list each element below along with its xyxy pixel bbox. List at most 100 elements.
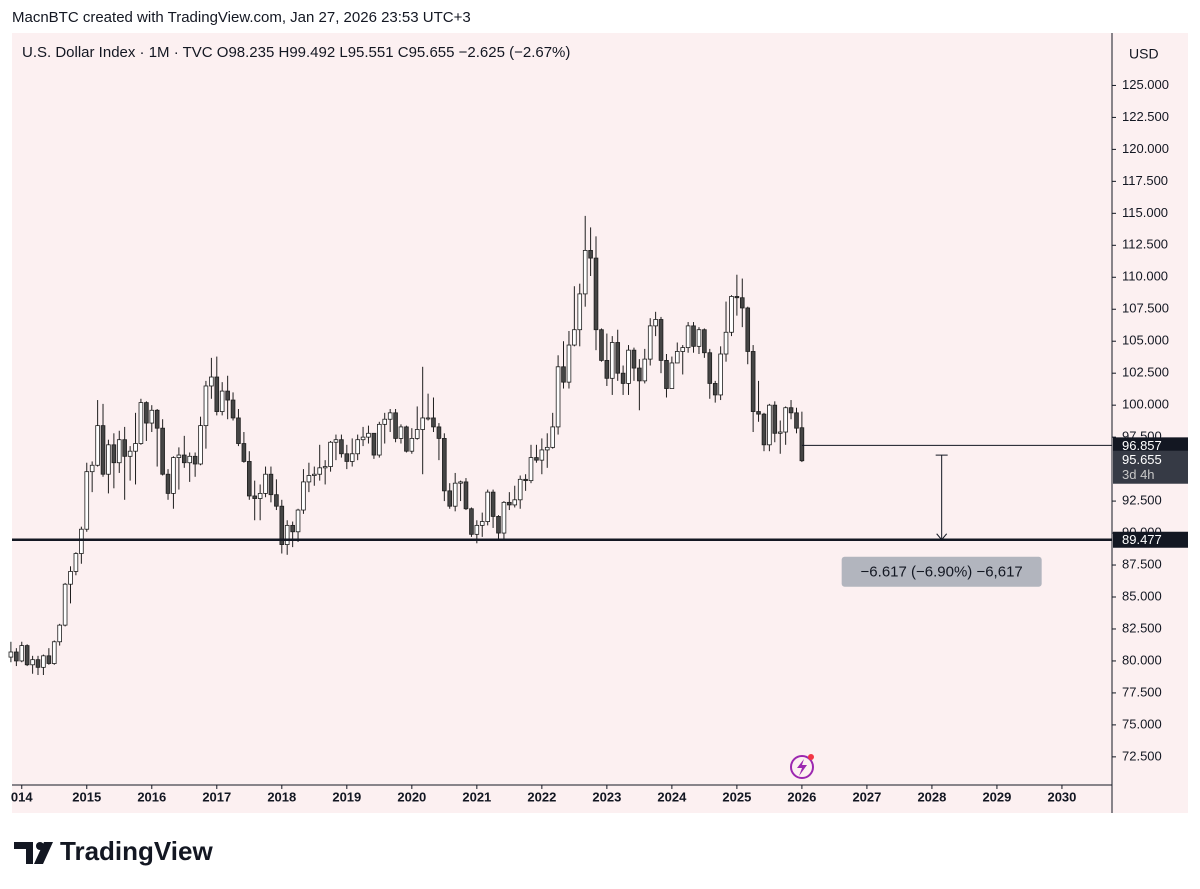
candle-body [398, 426, 404, 439]
candle-body [729, 296, 734, 333]
candle-body [62, 583, 68, 626]
candle-body [572, 329, 577, 346]
candle-body [794, 412, 799, 429]
candle-body [225, 390, 230, 401]
candle-body [604, 360, 610, 379]
x-tick-label: 2019 [332, 789, 361, 804]
candle-body [674, 351, 680, 364]
y-tick-label: 105.000 [1122, 333, 1169, 348]
candle-body [387, 412, 393, 420]
candle-body [111, 444, 117, 464]
candle-body [442, 438, 447, 492]
candle-body [712, 383, 718, 396]
candle-body [680, 347, 686, 352]
candle-body [393, 412, 398, 439]
candle-body [322, 466, 328, 469]
y-tick-label: 115.000 [1122, 205, 1168, 220]
candle-body [366, 432, 371, 438]
y-tick-label: 117.500 [1122, 173, 1168, 188]
candle-body [739, 297, 745, 309]
y-tick-label: 102.500 [1122, 365, 1169, 380]
candle-body [106, 444, 111, 475]
candle-body [723, 331, 729, 355]
measure-box [841, 556, 1042, 587]
candle-body [523, 478, 528, 482]
y-tick-label: 112.500 [1122, 237, 1168, 252]
candle-body [209, 376, 214, 387]
y-tick-label: 80.000 [1122, 652, 1162, 667]
y-tick-label: 122.500 [1122, 109, 1169, 124]
candle-body [420, 417, 425, 430]
candle-body [702, 329, 707, 354]
candle-body [312, 473, 317, 476]
candle-body [534, 457, 539, 461]
candle-body [425, 417, 431, 420]
candle-body [577, 293, 583, 331]
candle-body [73, 553, 79, 572]
candle-body [176, 454, 182, 458]
candle-body [458, 481, 463, 484]
candle-body [122, 439, 127, 457]
candle-body [333, 439, 339, 443]
candle-body [360, 436, 366, 441]
candle-body [144, 402, 149, 424]
candle-body [772, 404, 778, 434]
x-tick-label: 2015 [72, 789, 101, 804]
candle-body [588, 250, 593, 259]
candle-body [79, 528, 84, 554]
candle-body [507, 501, 512, 506]
candle-body [116, 439, 122, 464]
candle-body [317, 467, 322, 475]
candle-body [68, 571, 73, 585]
x-tick-label: 2021 [462, 789, 491, 804]
candle-body [100, 425, 106, 475]
y-tick-label: 87.500 [1122, 556, 1162, 571]
candle-body [252, 495, 257, 499]
candle-body [696, 329, 702, 347]
y-tick-label: 110.000 [1122, 269, 1168, 284]
line-price-tag-bg [1113, 437, 1188, 454]
candle-body [187, 455, 192, 464]
x-tick-label: 2016 [137, 789, 166, 804]
candle-body [414, 429, 420, 439]
x-tick-label: 2017 [202, 789, 231, 804]
candle-body [691, 325, 696, 347]
logo-slash [34, 842, 53, 864]
x-tick-label: 2024 [657, 789, 687, 804]
candle-body [474, 524, 480, 535]
measure-label: −6.617 (−6.90%) −6,617 [861, 564, 1023, 581]
candle-body [219, 390, 225, 412]
y-tick-label: 72.500 [1122, 748, 1162, 763]
candle-body [490, 491, 496, 517]
candle-body [799, 427, 805, 462]
y-tick-label: 125.000 [1122, 77, 1169, 92]
y-tick-label: 85.000 [1122, 588, 1162, 603]
lightning-icon[interactable] [790, 754, 814, 779]
logo-mark [14, 842, 33, 864]
candle-body [777, 431, 783, 434]
candle-body [750, 351, 756, 412]
icon-dot [808, 754, 814, 760]
candle-body [788, 407, 794, 414]
candle-body [756, 411, 761, 415]
candle-body [767, 404, 772, 446]
header-text: MacnBTC created with TradingView.com, Ja… [12, 9, 471, 26]
candle-body [544, 446, 550, 451]
icon-ring [790, 755, 814, 779]
candle-body [89, 464, 95, 473]
candle-body [328, 441, 333, 467]
candle-body [561, 366, 566, 383]
candle-body [371, 432, 377, 456]
x-tick-label: 014 [11, 789, 33, 804]
candle-body [761, 413, 767, 446]
candles [8, 215, 805, 676]
measure-arrow [936, 533, 948, 541]
candle-body [707, 352, 713, 384]
x-tick-label: 2022 [527, 789, 556, 804]
candle-body [436, 426, 442, 439]
candle-body [14, 651, 19, 662]
candle-body [555, 366, 561, 428]
candle-body [566, 344, 572, 383]
candle-body [479, 521, 485, 526]
